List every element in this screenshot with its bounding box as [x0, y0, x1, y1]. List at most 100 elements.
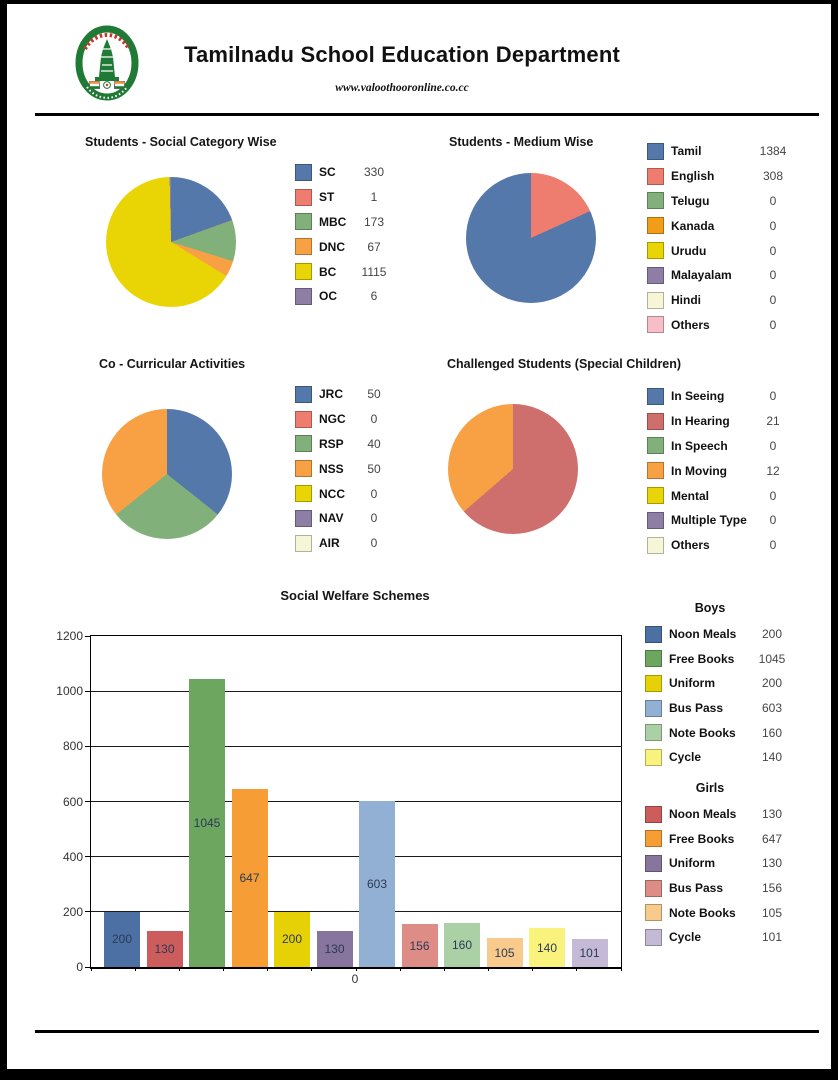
bar-value-label: 200	[281, 932, 303, 947]
legend-swatch	[645, 674, 662, 692]
legend-item: MBC 173	[295, 210, 397, 235]
y-axis-tick-label: 400	[62, 849, 83, 864]
legend-swatch	[295, 238, 312, 256]
legend-swatch	[647, 462, 664, 480]
legend-label: Others	[671, 538, 710, 553]
bar-value-label: 603	[366, 876, 388, 891]
legend-value: 173	[363, 214, 385, 229]
legend-label: Telugu	[671, 193, 710, 208]
pie-chart-social-category	[106, 177, 236, 307]
legend-value: 101	[761, 930, 783, 945]
legend-label: In Moving	[671, 463, 727, 478]
legend-item: ST 1	[295, 185, 397, 210]
legend-item: Free Books 647	[645, 827, 795, 852]
legend-item: Bus Pass 156	[645, 876, 795, 901]
legend-swatch	[645, 748, 662, 766]
bar-chart-title: Social Welfare Schemes	[280, 588, 430, 603]
legend-swatch	[647, 242, 664, 260]
bar-value-label: 1045	[193, 815, 221, 830]
footer-divider	[35, 1030, 819, 1033]
legend-label: AIR	[319, 536, 340, 551]
legend-label: ST	[319, 190, 335, 205]
legend-label: NAV	[319, 511, 344, 526]
pie-title-social-category: Students - Social Category Wise	[85, 135, 277, 149]
legend-medium: Tamil 1384 English 308 Telugu 0 Kanada 0 Urudu 0 M…	[647, 139, 795, 337]
bar-value-label: 200	[111, 932, 133, 947]
legend-item: RSP 40	[295, 432, 397, 457]
legend-label: Free Books	[669, 651, 735, 666]
legend-item: Urudu 0	[647, 238, 795, 263]
legend-value: 12	[766, 463, 780, 478]
legend-item: In Seeing 0	[647, 384, 795, 409]
legend-swatch	[647, 437, 664, 455]
legend-swatch	[647, 167, 664, 185]
legend-item: In Moving 12	[647, 458, 795, 483]
legend-value: 0	[769, 293, 777, 308]
y-axis-tick-mark	[85, 911, 90, 913]
bar-value-label: 130	[324, 942, 345, 957]
legend-swatch	[647, 487, 664, 505]
legend-item: Noon Meals 130	[645, 802, 795, 827]
legend-value: 200	[761, 676, 783, 691]
legend-swatch	[647, 536, 664, 554]
legend-item: NSS 50	[295, 456, 397, 481]
legend-value: 0	[769, 438, 777, 453]
legend-value: 308	[762, 169, 784, 184]
legend-item: AIR 0	[295, 531, 397, 556]
legend-value: 0	[769, 538, 777, 553]
legend-swatch	[295, 188, 312, 206]
legend-title-girls: Girls	[695, 781, 725, 795]
x-axis-tick-mark	[620, 967, 622, 971]
legend-value: 647	[761, 831, 783, 846]
legend-value: 0	[769, 243, 777, 258]
page-title: Tamilnadu School Education Department	[183, 42, 621, 67]
pie-chart-challenged	[448, 404, 578, 534]
legend-item: English 308	[647, 164, 795, 189]
y-axis-tick-mark	[85, 690, 90, 692]
legend-item: Bus Pass 603	[645, 696, 795, 721]
legend-item: Others 0	[647, 313, 795, 338]
legend-item: Malayalam 0	[647, 263, 795, 288]
legend-value: 130	[761, 807, 783, 822]
legend-swatch	[295, 163, 312, 181]
bar-girls-uniform	[316, 931, 353, 967]
legend-label: Note Books	[669, 725, 736, 740]
legend-label: MBC	[319, 214, 347, 229]
legend-value: 0	[769, 389, 777, 404]
x-axis-tick-mark	[223, 967, 224, 971]
legend-swatch	[295, 485, 312, 503]
legend-item: Cycle 101	[645, 925, 795, 950]
legend-value: 1115	[361, 264, 387, 279]
y-axis-tick-label: 800	[62, 739, 83, 754]
legend-swatch	[295, 213, 312, 231]
legend-label: JRC	[319, 387, 344, 402]
legend-value: 200	[761, 627, 783, 642]
legend-label: Multiple Type	[671, 513, 747, 528]
legend-swatch	[295, 287, 312, 305]
bar-boys-free-books	[189, 678, 225, 967]
legend-swatch	[645, 928, 662, 946]
legend-swatch	[295, 385, 312, 403]
bar-girls-cycle	[571, 939, 608, 967]
legend-value: 0	[370, 536, 378, 551]
bar-boys-bus-pass	[359, 800, 395, 967]
legend-item: In Hearing 21	[647, 409, 795, 434]
legend-item: Uniform 200	[645, 671, 795, 696]
legend-swatch	[647, 511, 664, 529]
legend-label: In Seeing	[671, 389, 725, 404]
legend-label: DNC	[319, 239, 345, 254]
legend-item: Tamil 1384	[647, 139, 795, 164]
legend-swatch	[645, 650, 662, 668]
legend-value: 1045	[758, 651, 786, 666]
legend-value: 330	[363, 165, 385, 180]
pie-title-challenged: Challenged Students (Special Children)	[447, 357, 682, 371]
legend-label: RSP	[319, 436, 344, 451]
legend-value: 0	[370, 412, 378, 427]
legend-challenged: In Seeing 0 In Hearing 21 In Speech 0 In Movin…	[647, 384, 795, 558]
pie-title-cocurricular: Co - Curricular Activities	[99, 357, 246, 371]
y-axis-tick-mark	[85, 856, 90, 858]
legend-label: Uniform	[669, 856, 715, 871]
bar-value-label: 160	[451, 937, 473, 952]
legend-item: OC 6	[295, 284, 397, 309]
x-axis-tick-mark	[178, 967, 180, 971]
